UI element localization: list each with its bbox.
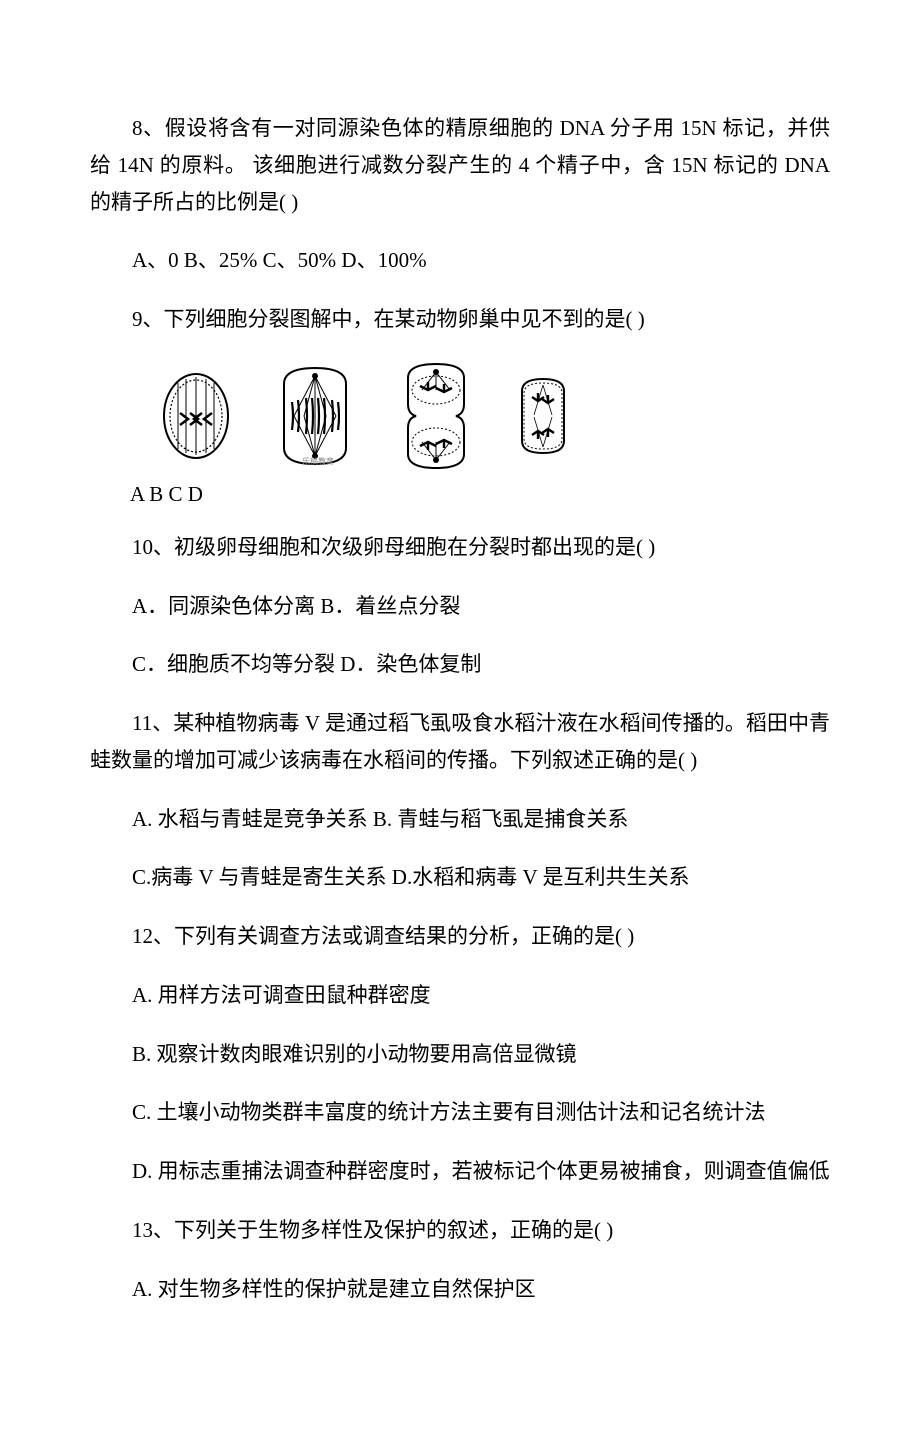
- q10-text: 10、初级卵母细胞和次级卵母细胞在分裂时都出现的是( ): [90, 529, 830, 566]
- q9-figures: 乐稿教育: [90, 360, 830, 472]
- cell-diagram-c: [398, 360, 474, 472]
- q12-opt-d: D. 用标志重捕法调查种群密度时，若被标记个体更易被捕食，则调查值偏低: [90, 1153, 830, 1190]
- q12-opt-c: C. 土壤小动物类群丰富度的统计方法主要有目测估计法和记名统计法: [90, 1094, 830, 1131]
- q11-opts1: A. 水稻与青蛙是竞争关系 B. 青蛙与稻飞虱是捕食关系: [90, 801, 830, 838]
- q12-text: 12、下列有关调查方法或调查结果的分析，正确的是( ): [90, 918, 830, 955]
- q8-text: 8、假设将含有一对同源染色体的精原细胞的 DNA 分子用 15N 标记，并供给 …: [90, 110, 830, 220]
- cell-diagram-a: [160, 371, 232, 461]
- q12-opt-a: A. 用样方法可调查田鼠种群密度: [90, 977, 830, 1014]
- q9-text: 9、下列细胞分裂图解中，在某动物卵巢中见不到的是( ): [90, 301, 830, 338]
- q11-text: 11、某种植物病毒 V 是通过稻飞虱吸食水稻汁液在水稻间传播的。稻田中青蛙数量的…: [90, 705, 830, 779]
- q12-opt-b: B. 观察计数肉眼难识别的小动物要用高倍显微镜: [90, 1036, 830, 1073]
- q10-opts2: C．细胞质不均等分裂 D．染色体复制: [90, 646, 830, 683]
- q9-figure-labels: A B C D: [90, 482, 830, 507]
- q10-opts1: A．同源染色体分离 B．着丝点分裂: [90, 588, 830, 625]
- q11-opts2: C.病毒 V 与青蛙是寄生关系 D.水稻和病毒 V 是互利共生关系: [90, 859, 830, 896]
- q13-text: 13、下列关于生物多样性及保护的叙述，正确的是( ): [90, 1212, 830, 1249]
- cell-diagram-d: [514, 375, 572, 457]
- svg-text:乐稿教育: 乐稿教育: [302, 456, 334, 466]
- q8-options: A、0 B、25% C、50% D、100%: [90, 242, 830, 279]
- cell-diagram-b: 乐稿教育: [272, 364, 358, 468]
